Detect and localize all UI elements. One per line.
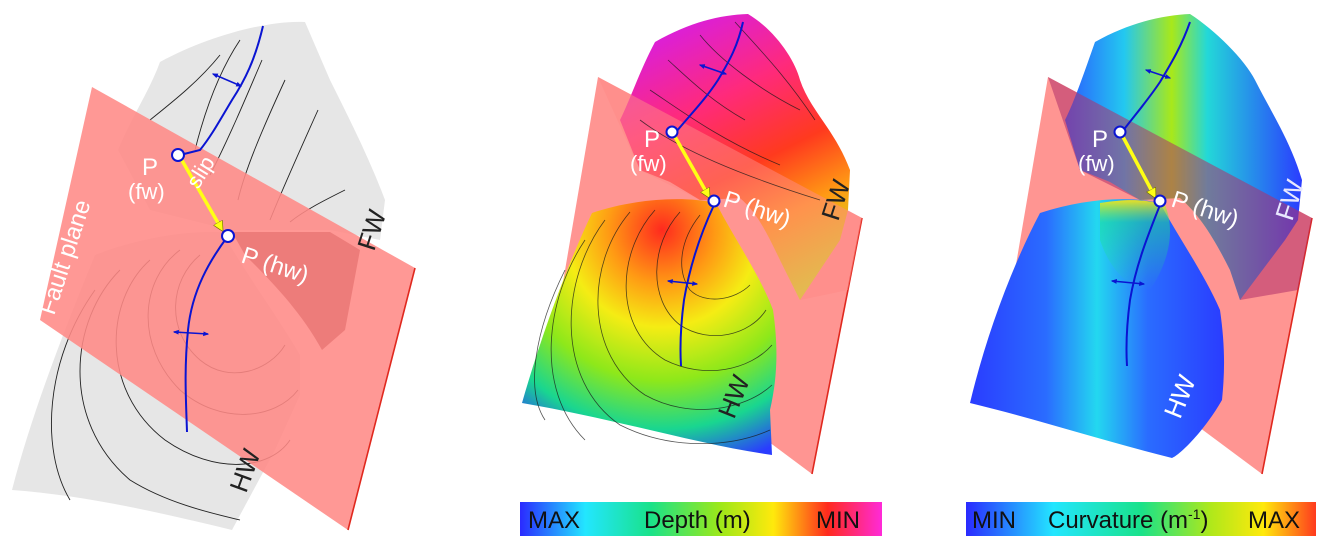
slip-arrow-right [1120, 134, 1154, 195]
curvature-colorbar-max-end: MAX [1248, 507, 1300, 534]
point-fw-sub-middle: (fw) [630, 151, 667, 176]
depth-colorbar-max-end: MIN [816, 507, 860, 534]
dip-arrow-hw-middle [666, 279, 699, 286]
depth-colorbar: MAX Depth (m) MIN [520, 502, 882, 536]
fault-overlay-fw-middle [598, 77, 862, 300]
point-hw-marker-left [221, 229, 235, 243]
point-hw-marker-right [1153, 194, 1167, 208]
point-fw-sub-right: (fw) [1078, 151, 1115, 176]
dip-arrow-fw-right [1144, 69, 1172, 79]
curvature-colorbar: MIN Curvature (m-1) MAX [966, 502, 1316, 536]
curvature-colorbar-min-end: MIN [972, 507, 1016, 534]
point-fw-p-left: P [142, 154, 158, 181]
dip-arrow-hw-left [172, 329, 210, 337]
slip-arrow-left [178, 156, 221, 228]
dip-arrow-hw-right [1110, 279, 1146, 286]
hinge-line-hw-middle [679, 204, 715, 367]
panel-right: P (fw) P (hw) FW HW [970, 14, 1313, 475]
hinge-line-fw-right [1121, 21, 1191, 133]
dip-arrow-fw-middle [698, 64, 728, 75]
contour-lines-middle [534, 21, 821, 445]
depth-colorbar-gradient [520, 502, 882, 536]
depth-colorbar-min-end: MAX [528, 507, 580, 534]
point-fw-p-middle: P [644, 126, 660, 153]
hinge-line-fw-left [179, 25, 264, 156]
point-fw-p-right: P [1092, 126, 1108, 153]
panel-left: Fault plane P (fw) slip P (hw) FW HW [12, 21, 416, 531]
hangingwall-depth-surface [522, 199, 777, 455]
point-fw-marker-right [1113, 125, 1127, 139]
point-fw-marker-left [171, 148, 185, 162]
curvature-title-sup: -1 [1188, 506, 1201, 522]
fault-plane-edge [347, 267, 416, 531]
fault-plane [40, 87, 415, 530]
fault-overlap [232, 232, 360, 350]
depth-colorbar-title: Depth (m) [644, 507, 751, 534]
slip-arrow-middle [672, 134, 708, 195]
hinge-line-hw-right [1125, 204, 1161, 367]
curvature-colorbar-title: Curvature (m-1) [1048, 506, 1208, 534]
point-hw-marker-middle [707, 194, 721, 208]
panel-middle: P (fw) P (hw) FW HW [522, 14, 863, 475]
point-fw-sub-left: (fw) [128, 179, 165, 204]
curvature-title-close: ) [1200, 507, 1208, 534]
curvature-colorbar-gradient [966, 502, 1316, 536]
curvature-title-main: Curvature (m [1048, 507, 1188, 534]
dip-arrow-fw-left [211, 73, 243, 87]
hinge-line-fw-middle [675, 21, 744, 133]
point-fw-marker-middle [665, 125, 679, 139]
